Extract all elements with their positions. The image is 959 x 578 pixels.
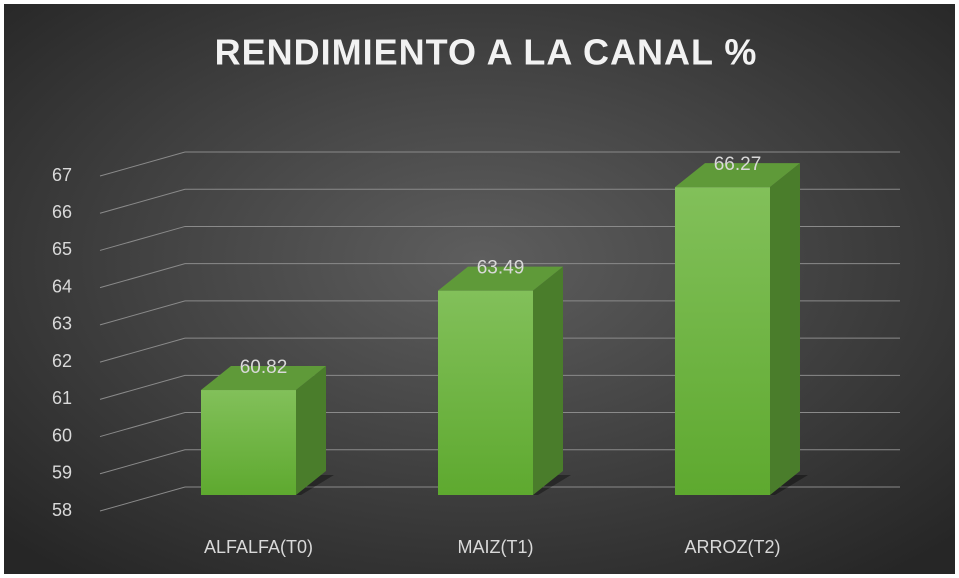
bar xyxy=(438,290,533,495)
grid-line xyxy=(99,374,900,400)
bar-top xyxy=(675,163,800,188)
grid-line xyxy=(99,225,900,251)
y-tick-label: 67 xyxy=(52,165,72,185)
data-label: 66.27 xyxy=(714,154,762,175)
x-tick-label: MAIZ(T1) xyxy=(458,537,534,557)
chart-title: RENDIMIENTO A LA CANAL % xyxy=(215,32,758,73)
y-tick-label: 61 xyxy=(52,388,72,408)
bar-side xyxy=(296,366,326,495)
y-tick-label: 62 xyxy=(52,351,72,371)
grid-line xyxy=(99,188,900,214)
bar-top xyxy=(438,266,563,291)
x-tick-label: ARROZ(T2) xyxy=(685,537,781,557)
y-tick-label: 58 xyxy=(52,500,72,520)
bar xyxy=(675,187,770,495)
y-tick-label: 59 xyxy=(52,463,72,483)
data-label: 63.49 xyxy=(477,258,525,279)
y-tick-label: 60 xyxy=(52,425,72,445)
y-tick-label: 65 xyxy=(52,239,72,259)
y-tick-label: 63 xyxy=(52,314,72,334)
bar-side xyxy=(770,163,800,495)
bar xyxy=(201,390,296,495)
data-label: 60.82 xyxy=(240,357,288,378)
grid-line xyxy=(99,300,900,326)
y-tick-label: 64 xyxy=(52,276,72,296)
bar-side xyxy=(533,266,563,495)
grid-line xyxy=(99,412,900,438)
y-tick-label: 66 xyxy=(52,202,72,222)
grid-line xyxy=(99,486,900,512)
grid-line xyxy=(99,151,900,177)
bar-top xyxy=(201,366,326,391)
grid-line xyxy=(99,263,900,289)
grid-line xyxy=(99,337,900,363)
x-tick-label: ALFALFA(T0) xyxy=(204,537,313,557)
grid-line xyxy=(99,449,900,475)
